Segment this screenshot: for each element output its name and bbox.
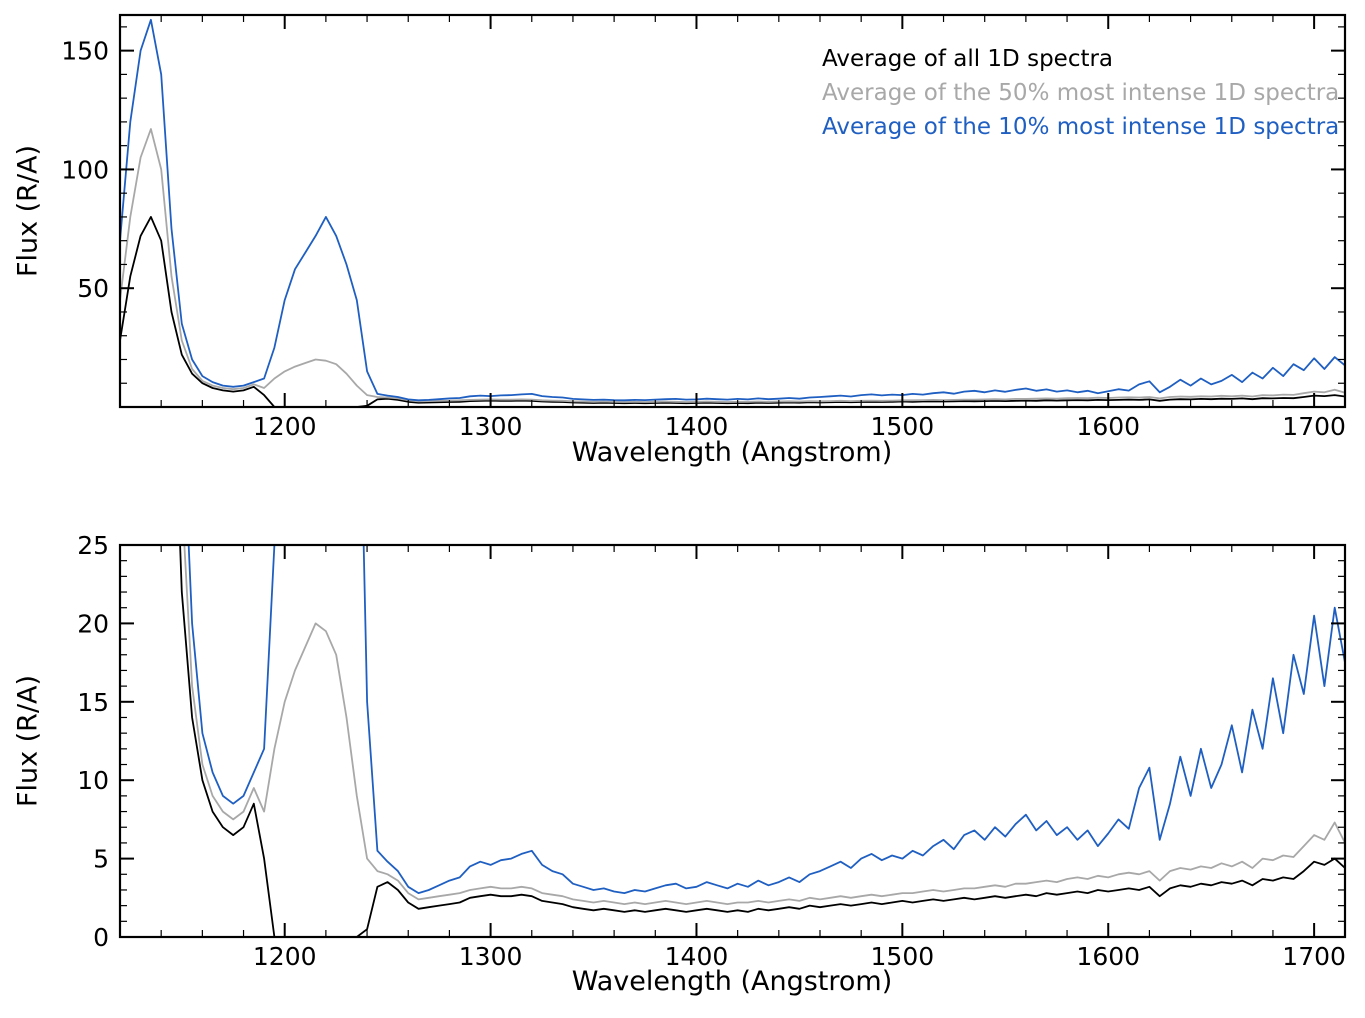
svg-text:0: 0: [93, 923, 109, 952]
svg-text:1300: 1300: [459, 942, 523, 971]
svg-text:1200: 1200: [253, 942, 317, 971]
svg-text:15: 15: [77, 688, 109, 717]
svg-text:1200: 1200: [253, 412, 317, 441]
bottom-x-axis-label: Wavelength (Angstrom): [571, 966, 893, 997]
svg-text:1500: 1500: [871, 412, 935, 441]
svg-text:1300: 1300: [459, 412, 523, 441]
svg-text:100: 100: [61, 155, 109, 184]
legend: Average of all 1D spectra Average of the…: [822, 42, 1339, 144]
svg-text:1600: 1600: [1076, 412, 1140, 441]
top-y-axis-label: Flux (R/A): [12, 144, 44, 278]
svg-text:150: 150: [61, 37, 109, 66]
legend-item-10-percent: Average of the 10% most intense 1D spect…: [822, 114, 1340, 140]
svg-text:50: 50: [77, 274, 109, 303]
svg-text:5: 5: [93, 845, 109, 874]
bottom-y-axis-label: Flux (R/A): [12, 674, 44, 808]
top-x-axis-label: Wavelength (Angstrom): [571, 437, 893, 468]
svg-text:1700: 1700: [1282, 412, 1346, 441]
bottom-panel: 1200 1300 1400 1500 1600 1700 0 5 10 15 20 25 Flux …: [0, 500, 1365, 1018]
top-panel-chart: 1200 1300 1400 1500 1600 1700 50 100 150: [61, 13, 1347, 441]
svg-text:10: 10: [77, 766, 109, 795]
svg-text:1500: 1500: [871, 942, 935, 971]
svg-text:20: 20: [77, 609, 109, 638]
svg-text:1400: 1400: [665, 942, 729, 971]
svg-text:1700: 1700: [1282, 942, 1346, 971]
top-panel: 1200 1300 1400 1500 1600 1700 50 100 150 Flux (R…: [0, 0, 1365, 500]
bottom-panel-chart: 1200 1300 1400 1500 1600 1700 0 5 10 15 20 25: [77, 531, 1347, 971]
svg-text:1600: 1600: [1076, 942, 1140, 971]
legend-item-all-spectra: Average of all 1D spectra: [822, 46, 1114, 72]
svg-text:25: 25: [77, 531, 109, 560]
svg-text:1400: 1400: [665, 412, 729, 441]
legend-item-50-percent: Average of the 50% most intense 1D spect…: [822, 80, 1340, 106]
